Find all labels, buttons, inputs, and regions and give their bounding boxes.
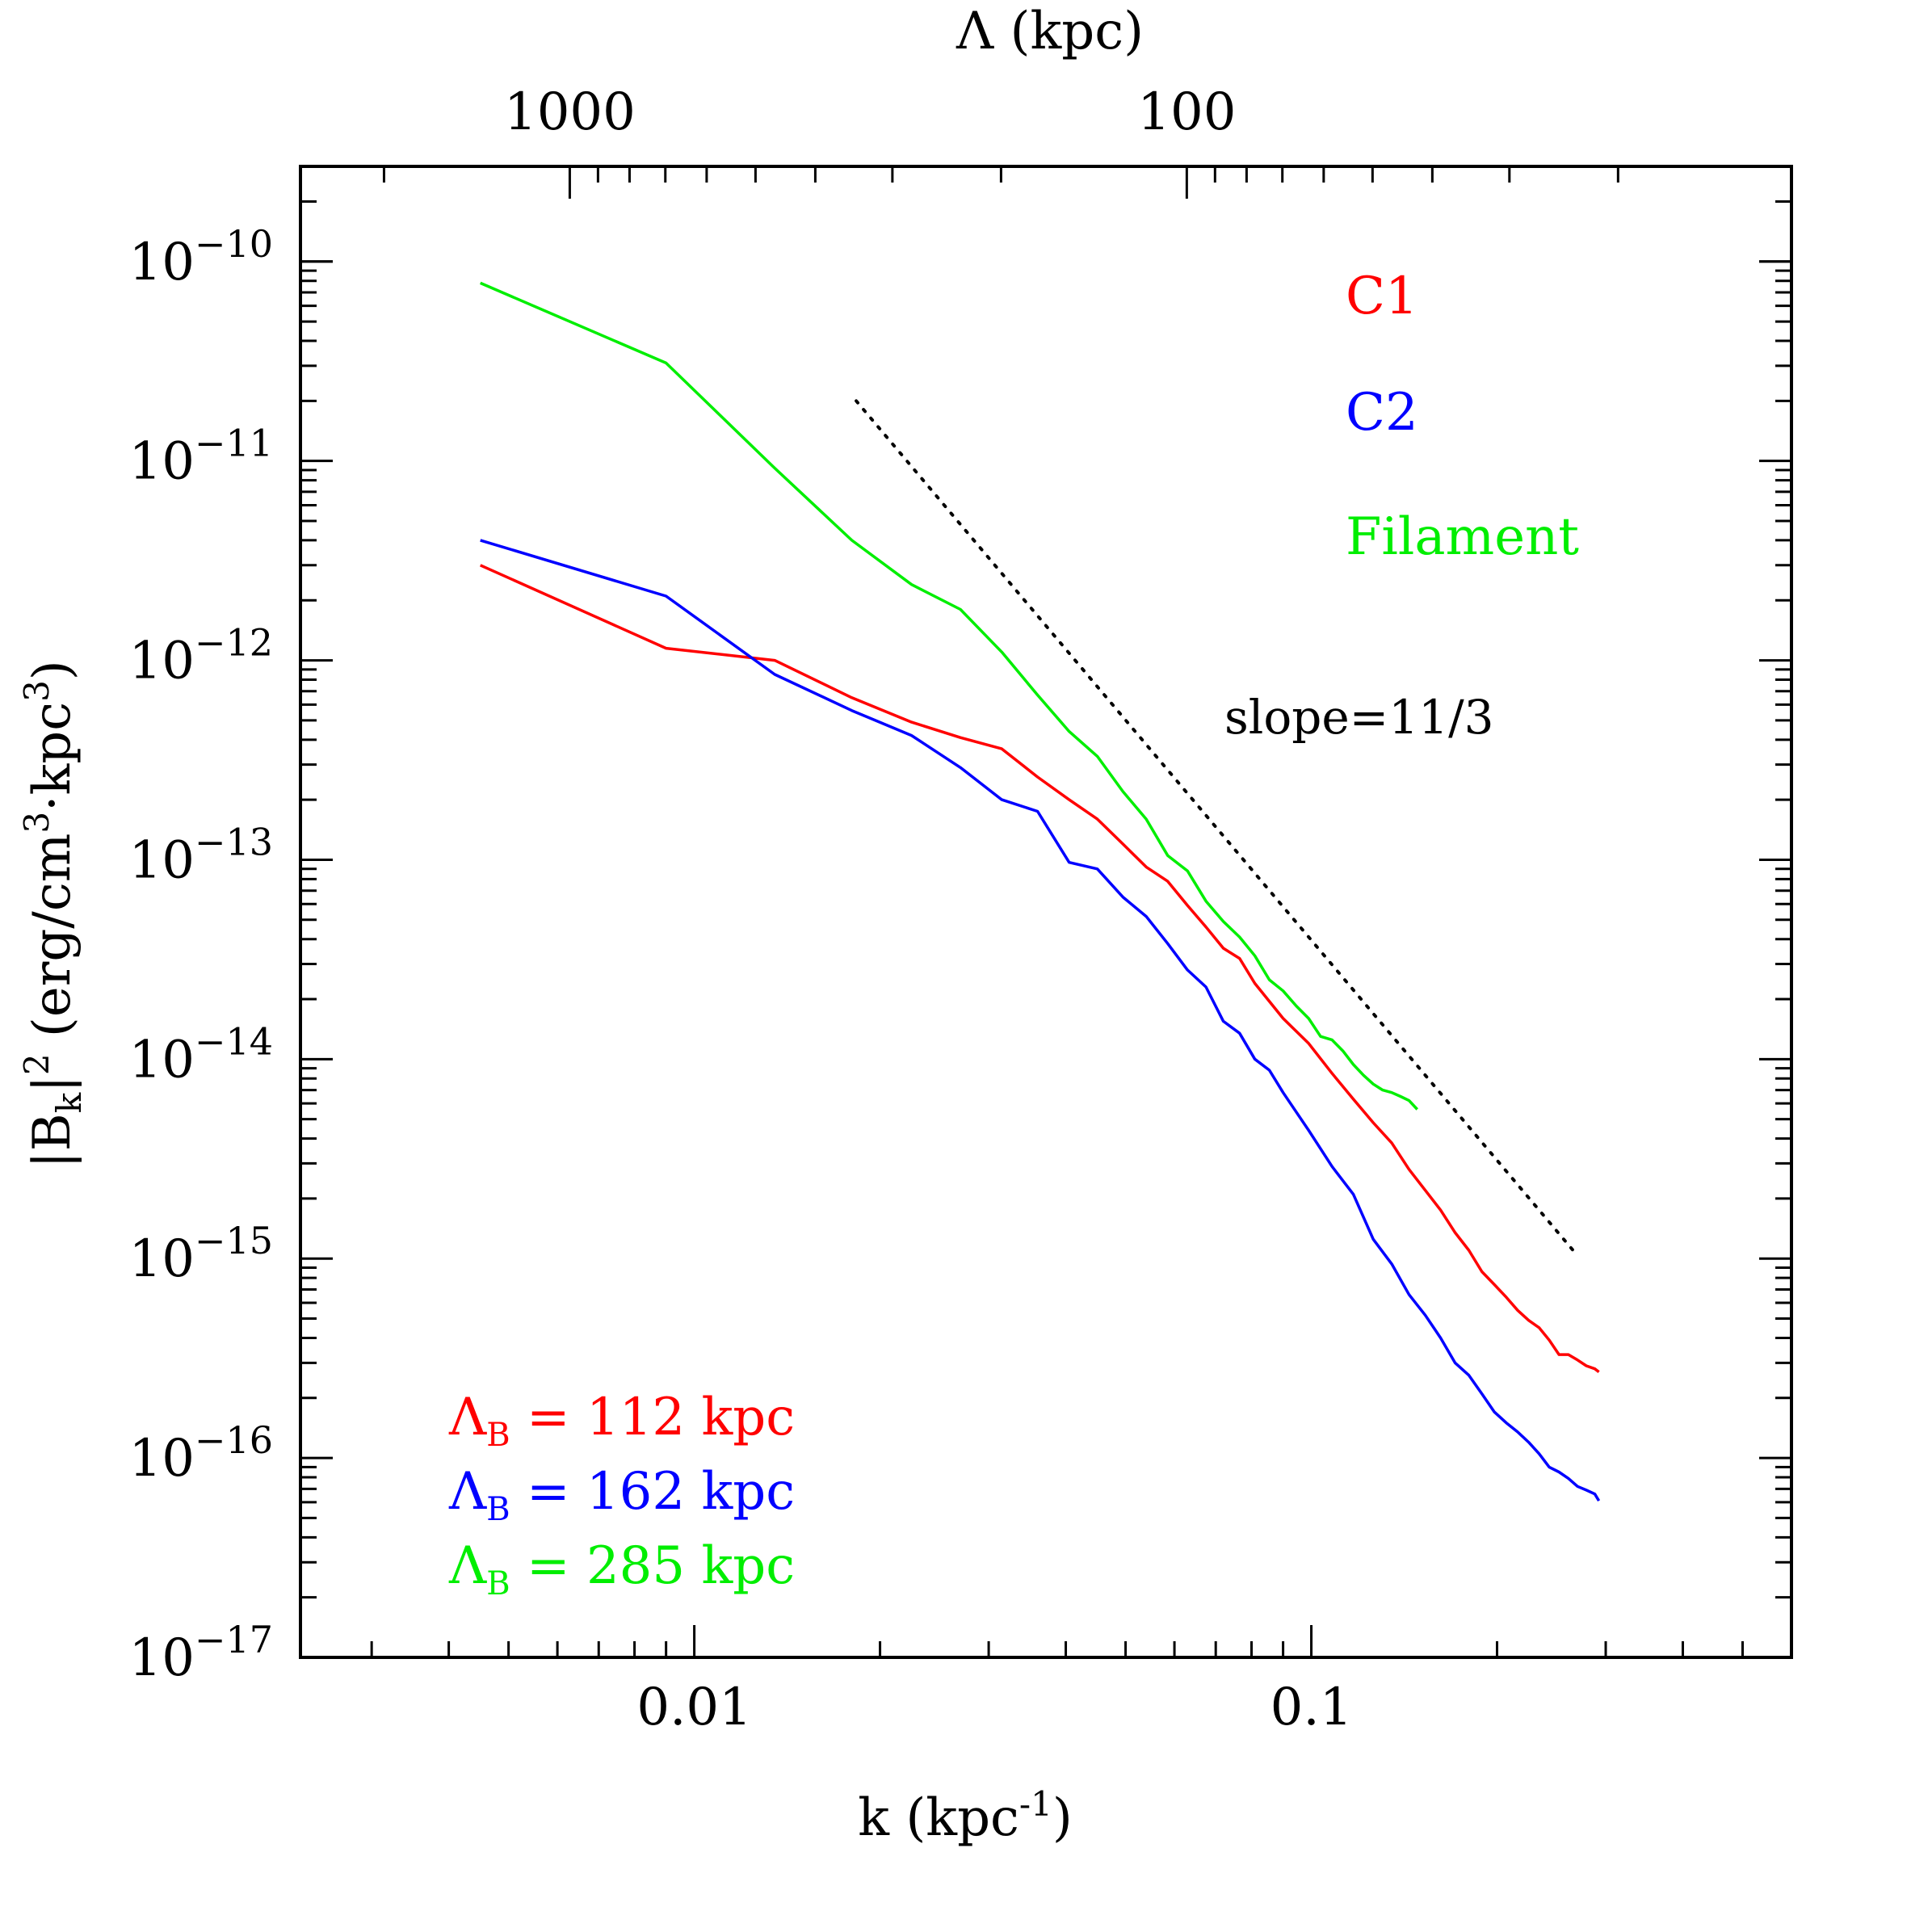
y-tick-label: 10−17 [128, 1618, 273, 1688]
slope-annotation: slope=11/3 [1224, 690, 1494, 745]
y-tick-label: 10−12 [128, 621, 273, 691]
tick-layer [300, 165, 1791, 1659]
y-tick-label: 10−10 [128, 222, 273, 292]
reference-line-layer [855, 399, 1574, 1252]
legend-c1: C1 [1346, 267, 1418, 326]
top-axis-title: Λ (kpc) [956, 2, 1144, 61]
y-tick-label: 10−14 [128, 1019, 273, 1090]
x-tick-label: 0.01 [636, 1678, 752, 1737]
y-tick-label: 10−11 [128, 422, 273, 492]
x-tick-label: 0.1 [1270, 1678, 1353, 1737]
scale-legend-c2: ΛB = 162 kpc [448, 1462, 795, 1528]
tick-label-layer: 10−10 10−11 10−12 10−13 10−14 10−15 10−16 10−17… [128, 82, 1352, 1737]
y-tick-label: 10−16 [128, 1418, 273, 1489]
series-line-filament [480, 281, 1418, 1111]
x-axis-title: k (kpc-1) [858, 1784, 1073, 1848]
y-axis-title: |Bk|2 (erg/cm3·kpc3) [17, 660, 89, 1169]
scale-legend-filament: ΛB = 285 kpc [448, 1536, 795, 1602]
series-line-c1 [479, 564, 1600, 1373]
top-tick-label: 100 [1137, 82, 1236, 142]
y-tick-label: 10−13 [128, 820, 273, 890]
legend-c2: C2 [1346, 383, 1418, 443]
scale-legend-c1: ΛB = 112 kpc [448, 1388, 795, 1454]
top-tick-label: 1000 [504, 82, 636, 142]
reference-slope-line [855, 399, 1574, 1252]
legend-filament: Filament [1346, 507, 1579, 567]
y-tick-label: 10−15 [128, 1219, 273, 1289]
series-line-c2 [480, 539, 1601, 1502]
plot-frame [299, 165, 1793, 1659]
series-layer [479, 281, 1601, 1502]
